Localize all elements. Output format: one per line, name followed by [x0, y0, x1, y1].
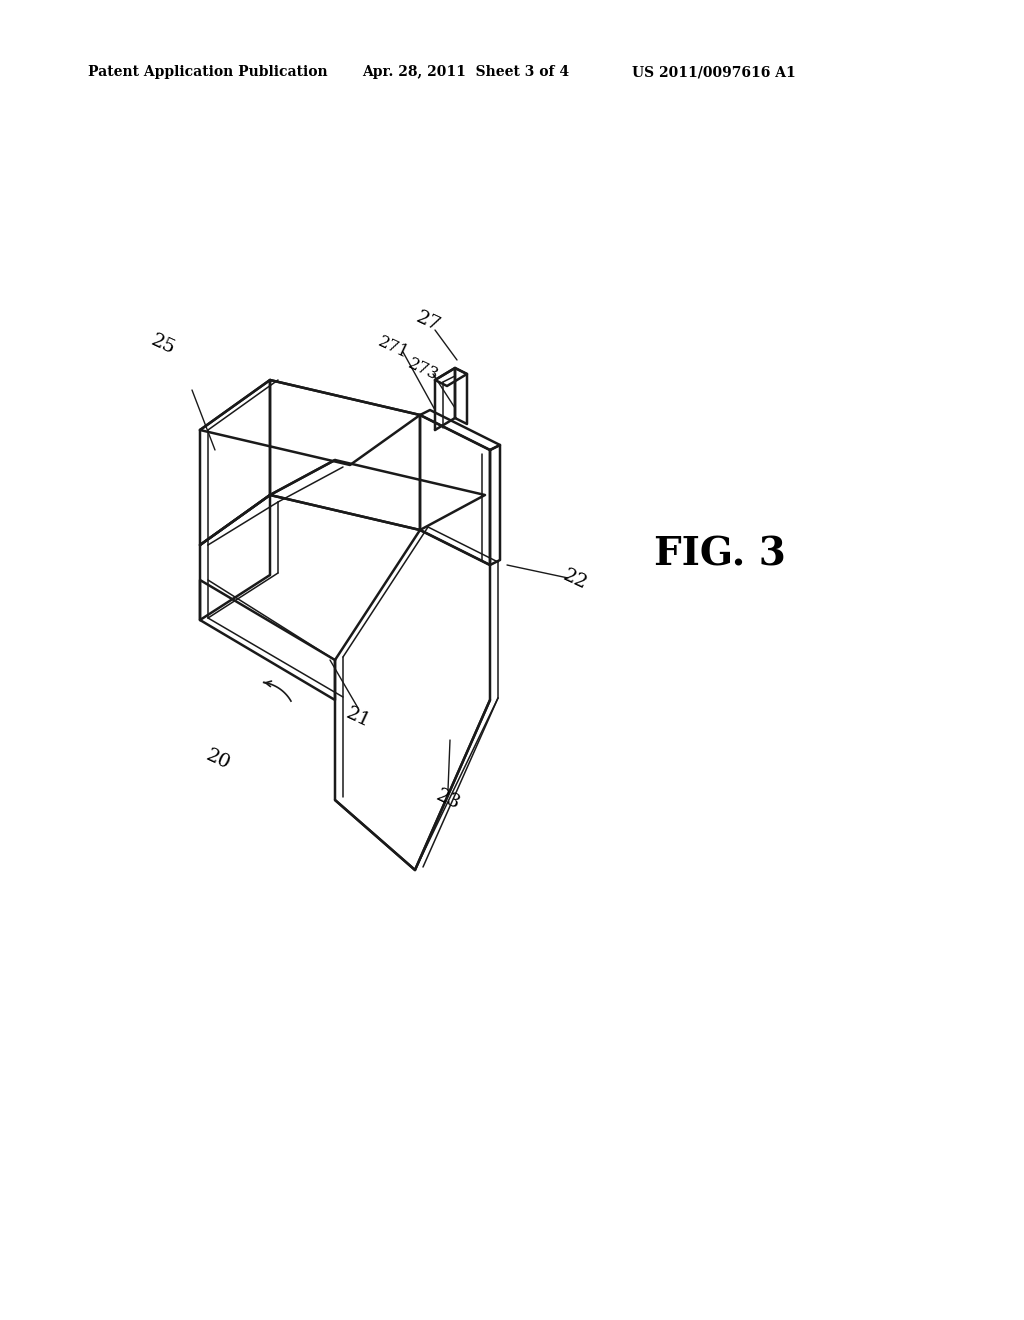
Text: 273: 273	[404, 355, 441, 384]
Text: 20: 20	[203, 747, 233, 774]
Text: Patent Application Publication: Patent Application Publication	[88, 65, 328, 79]
Text: 25: 25	[148, 331, 178, 359]
Text: FIG. 3: FIG. 3	[654, 536, 786, 574]
Text: 27: 27	[413, 309, 443, 335]
Text: 22: 22	[560, 566, 590, 594]
Text: 271: 271	[375, 334, 411, 363]
Text: US 2011/0097616 A1: US 2011/0097616 A1	[632, 65, 796, 79]
Text: 21: 21	[343, 705, 373, 731]
Text: 23: 23	[433, 787, 463, 813]
Text: Apr. 28, 2011  Sheet 3 of 4: Apr. 28, 2011 Sheet 3 of 4	[362, 65, 569, 79]
